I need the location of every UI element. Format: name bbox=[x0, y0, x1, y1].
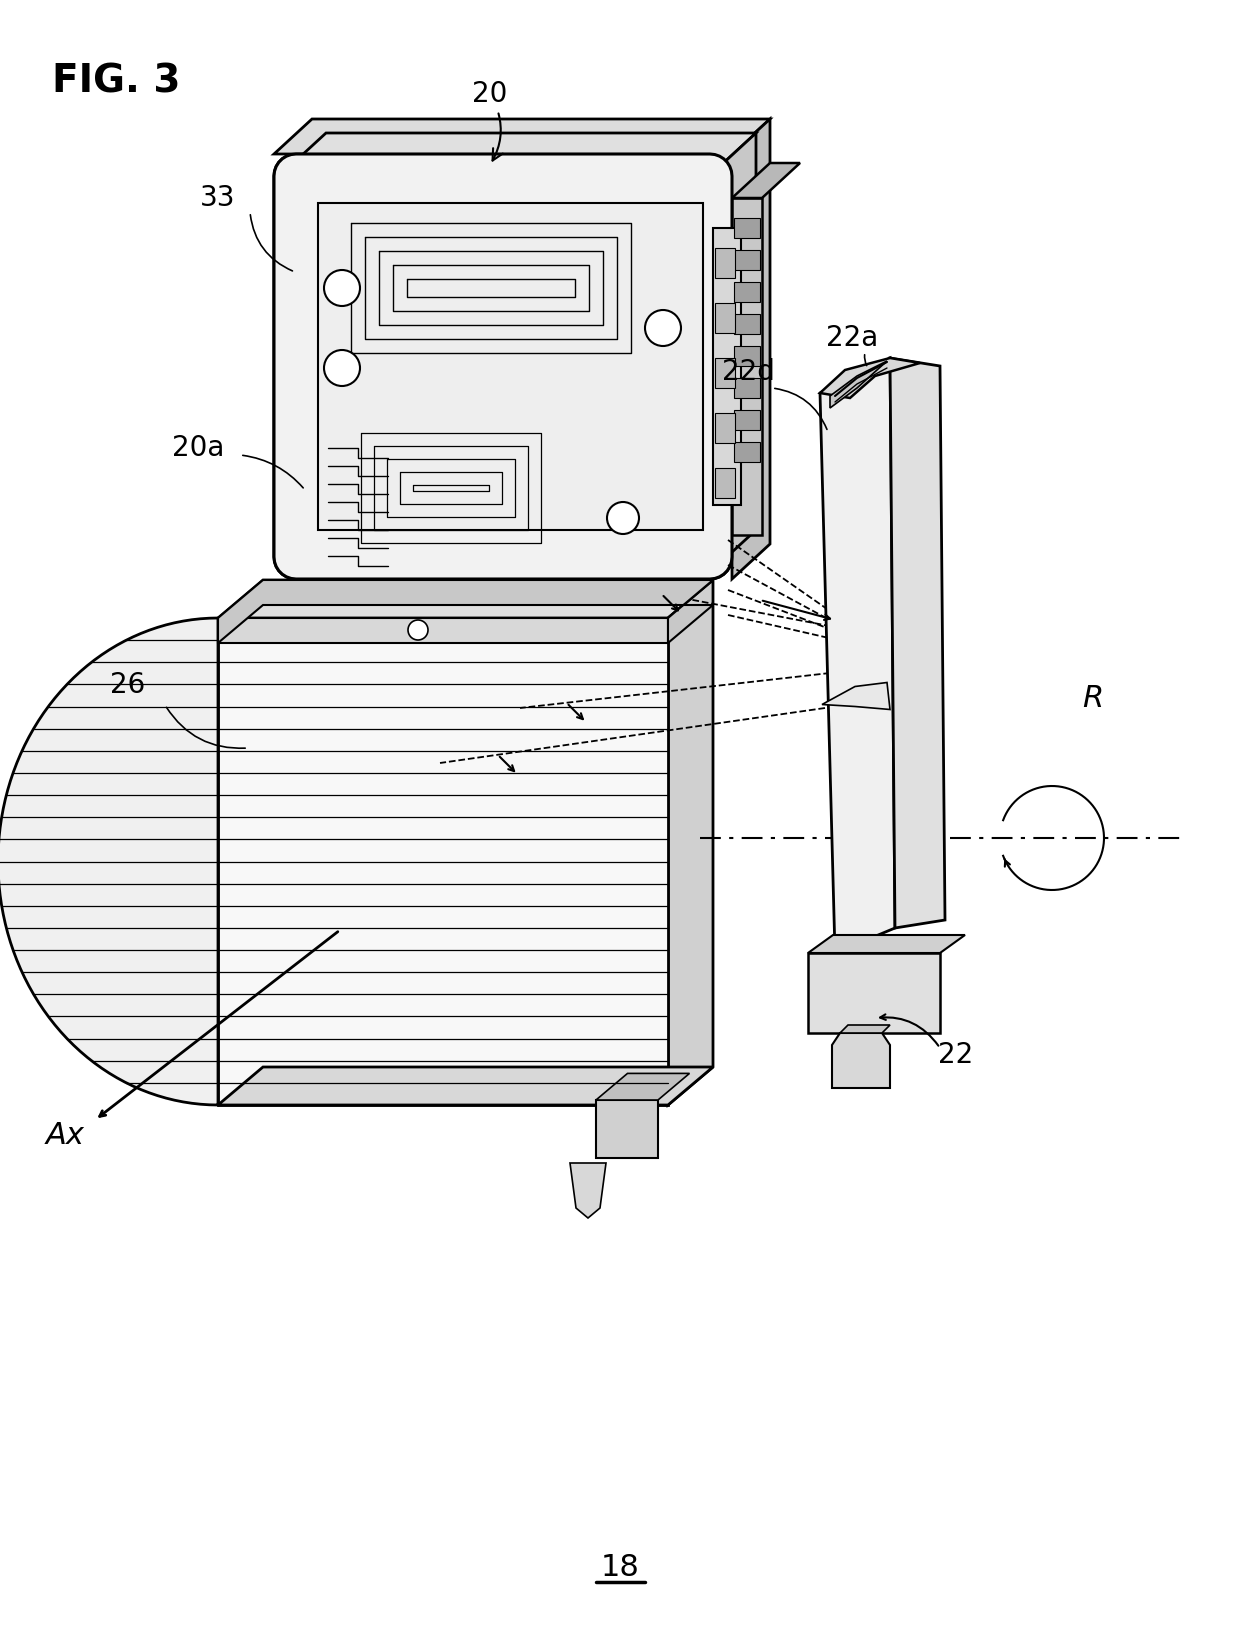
Polygon shape bbox=[808, 936, 965, 953]
Text: 33: 33 bbox=[200, 184, 236, 212]
Text: 26: 26 bbox=[110, 670, 145, 700]
Text: 22a: 22a bbox=[826, 324, 878, 351]
Polygon shape bbox=[715, 469, 735, 498]
Polygon shape bbox=[715, 303, 735, 334]
Polygon shape bbox=[274, 119, 770, 155]
Polygon shape bbox=[734, 410, 760, 430]
Polygon shape bbox=[808, 953, 940, 1033]
Polygon shape bbox=[0, 618, 218, 1105]
Text: R: R bbox=[1083, 683, 1104, 713]
Circle shape bbox=[324, 270, 360, 306]
Polygon shape bbox=[734, 218, 760, 238]
Polygon shape bbox=[317, 203, 703, 530]
Polygon shape bbox=[839, 1025, 890, 1033]
Text: Ax: Ax bbox=[46, 1121, 84, 1150]
Text: 22: 22 bbox=[937, 1041, 973, 1069]
Polygon shape bbox=[732, 198, 763, 535]
Polygon shape bbox=[718, 133, 756, 565]
Polygon shape bbox=[713, 228, 742, 504]
Polygon shape bbox=[734, 314, 760, 334]
Polygon shape bbox=[274, 155, 732, 579]
Polygon shape bbox=[734, 443, 760, 462]
Text: 20a: 20a bbox=[172, 434, 224, 462]
Polygon shape bbox=[288, 168, 718, 565]
Text: 22d: 22d bbox=[722, 358, 775, 386]
Circle shape bbox=[608, 503, 639, 534]
Polygon shape bbox=[596, 1074, 689, 1100]
Polygon shape bbox=[890, 358, 945, 927]
Polygon shape bbox=[820, 358, 895, 953]
Polygon shape bbox=[734, 347, 760, 366]
Polygon shape bbox=[218, 579, 713, 643]
Polygon shape bbox=[218, 1067, 713, 1105]
Polygon shape bbox=[830, 361, 887, 408]
Polygon shape bbox=[274, 155, 732, 579]
Polygon shape bbox=[570, 1163, 606, 1219]
Circle shape bbox=[408, 620, 428, 639]
Polygon shape bbox=[218, 618, 668, 1105]
Polygon shape bbox=[288, 133, 756, 168]
Polygon shape bbox=[832, 1033, 890, 1088]
Circle shape bbox=[324, 350, 360, 386]
Polygon shape bbox=[820, 358, 920, 399]
Polygon shape bbox=[822, 682, 890, 709]
Text: 20: 20 bbox=[472, 80, 507, 161]
Polygon shape bbox=[734, 281, 760, 303]
Polygon shape bbox=[596, 1100, 658, 1158]
Text: 18: 18 bbox=[600, 1554, 640, 1583]
Polygon shape bbox=[715, 247, 735, 278]
Circle shape bbox=[645, 311, 681, 347]
Polygon shape bbox=[218, 579, 713, 618]
Polygon shape bbox=[715, 358, 735, 387]
Polygon shape bbox=[734, 377, 760, 399]
Polygon shape bbox=[715, 413, 735, 443]
Polygon shape bbox=[732, 119, 770, 579]
Polygon shape bbox=[668, 579, 713, 1105]
Text: FIG. 3: FIG. 3 bbox=[52, 62, 181, 99]
Polygon shape bbox=[734, 251, 760, 270]
Polygon shape bbox=[732, 163, 800, 198]
Polygon shape bbox=[218, 618, 668, 643]
